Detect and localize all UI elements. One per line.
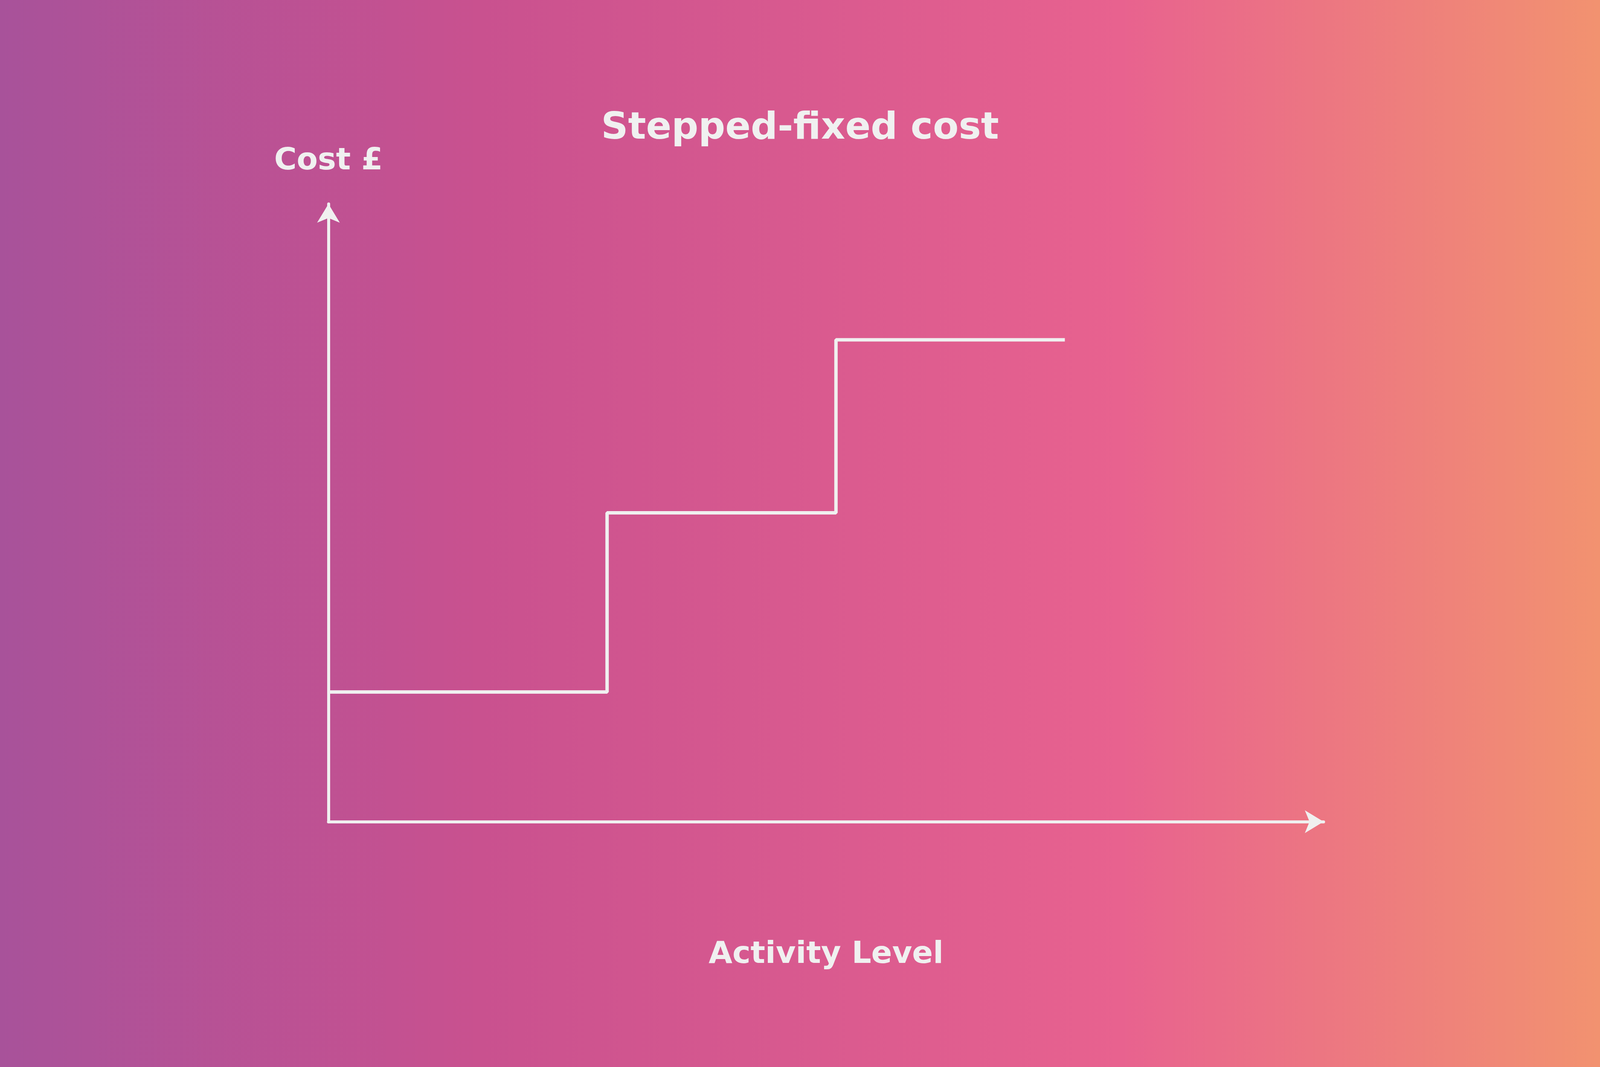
svg-text:Activity Level: Activity Level [708, 934, 944, 970]
svg-text:Stepped-fixed cost: Stepped-fixed cost [601, 103, 999, 148]
svg-text:Cost £: Cost £ [274, 140, 384, 177]
